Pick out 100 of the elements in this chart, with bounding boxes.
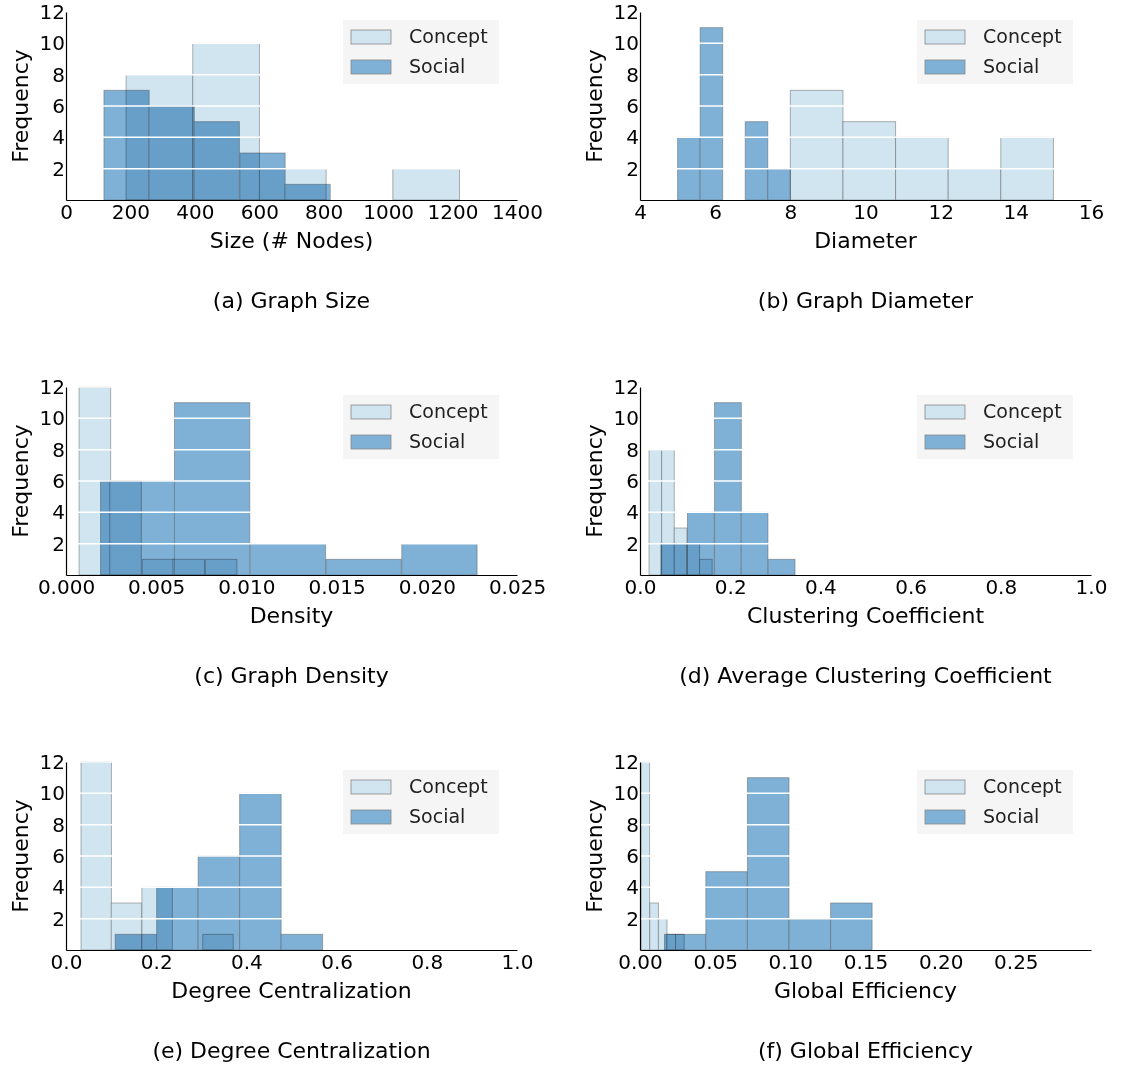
x-tick-label: 0.010: [218, 575, 276, 600]
x-tick-label: 0.0: [50, 950, 83, 975]
x-tick-label: 0.025: [488, 575, 547, 600]
x-tick-label: 0.005: [128, 575, 186, 600]
x-tick-label: 0.8: [411, 950, 444, 975]
y-tick-label: 12: [39, 0, 65, 24]
x-tick-label: 0.6: [321, 950, 354, 975]
y-tick-label: 8: [52, 62, 65, 87]
y-tick-label: 12: [613, 0, 639, 24]
x-tick-label: 12: [928, 200, 954, 225]
x-tick-label: 800: [305, 200, 344, 225]
legend-label: Concept: [409, 25, 488, 47]
x-tick-label: 0.2: [714, 575, 747, 600]
x-tick-label: 600: [240, 200, 279, 225]
x-tick-label: 0: [60, 200, 73, 225]
y-tick-label: 2: [52, 906, 65, 931]
x-tick-label: 0.4: [804, 575, 837, 600]
y-tick-label: 10: [613, 31, 639, 56]
y-tick-label: 10: [39, 31, 65, 56]
x-tick-label: 0.4: [230, 950, 263, 975]
y-tick-label: 2: [626, 156, 639, 181]
y-axis-title: Frequency: [8, 799, 33, 913]
x-axis-title: Degree Centralization: [171, 978, 412, 1003]
y-tick-label: 12: [39, 374, 65, 399]
y-tick-label: 6: [52, 843, 65, 868]
x-tick-label: 0.10: [768, 950, 814, 975]
x-tick-label: 0.05: [693, 950, 738, 975]
x-tick-label: 0.15: [843, 950, 889, 975]
y-tick-label: 6: [626, 468, 639, 493]
y-tick-label: 4: [52, 875, 65, 900]
y-tick-label: 8: [52, 437, 65, 462]
x-tick-label: 0.8: [985, 575, 1018, 600]
x-tick-label: 1400: [492, 200, 543, 225]
x-tick-label: 0.015: [308, 575, 366, 600]
x-axis-title: Size (# Nodes): [209, 228, 374, 253]
x-tick-label: 0.020: [398, 575, 456, 600]
text: (a) Graph Size: [212, 288, 371, 313]
x-tick-label: 10: [853, 200, 879, 225]
y-tick-label: 8: [626, 812, 639, 837]
y-axis-title: Frequency: [582, 799, 607, 913]
x-axis-title: Clustering Coefficient: [746, 603, 985, 628]
legend-label: Concept: [409, 400, 488, 422]
legend-label: Concept: [983, 25, 1062, 47]
y-tick-label: 4: [626, 500, 639, 525]
x-tick-label: 200: [111, 200, 151, 225]
y-tick-label: 10: [39, 781, 65, 806]
x-tick-label: 0.2: [140, 950, 173, 975]
y-tick-label: 2: [626, 531, 639, 556]
y-axis-title: Frequency: [582, 49, 607, 163]
text: (f) Global Efficiency: [757, 1038, 974, 1063]
x-tick-label: 1000: [363, 200, 415, 225]
y-tick-label: 8: [626, 62, 639, 87]
y-tick-label: 4: [52, 500, 65, 525]
x-axis-title: Diameter: [814, 228, 918, 253]
y-tick-label: 4: [52, 125, 65, 150]
y-tick-label: 2: [52, 156, 65, 181]
text: (c) Graph Density: [194, 663, 389, 688]
x-tick-label: 1200: [427, 200, 479, 225]
y-tick-label: 6: [626, 843, 639, 868]
y-tick-label: 12: [613, 374, 639, 399]
x-tick-label: 6: [709, 200, 723, 225]
text: (d) Average Clustering Coefficient: [679, 663, 1053, 688]
x-tick-label: 0.0: [624, 575, 657, 600]
x-tick-label: 1.0: [1075, 575, 1108, 600]
y-tick-label: 6: [52, 93, 65, 118]
y-axis-title: Frequency: [582, 424, 607, 538]
x-tick-label: 14: [1003, 200, 1030, 225]
y-tick-label: 10: [613, 781, 639, 806]
x-tick-label: 0.00: [618, 950, 663, 975]
y-tick-label: 2: [626, 906, 639, 931]
y-tick-label: 10: [613, 406, 639, 431]
x-tick-label: 0.6: [895, 575, 928, 600]
x-tick-label: 0.000: [37, 575, 96, 600]
y-tick-label: 6: [52, 468, 65, 493]
y-axis-title: Frequency: [8, 49, 33, 163]
x-tick-label: 1.0: [501, 950, 534, 975]
legend-label: Social: [409, 55, 466, 77]
legend-label: Concept: [983, 400, 1062, 422]
y-tick-label: 2: [52, 531, 65, 556]
legend-label: Concept: [983, 775, 1062, 797]
y-tick-label: 8: [626, 437, 639, 462]
x-tick-label: 0.20: [918, 950, 964, 975]
legend-label: Social: [983, 430, 1040, 452]
y-tick-label: 12: [613, 749, 639, 774]
legend-label: Social: [409, 805, 466, 827]
x-tick-label: 0.25: [994, 950, 1039, 975]
legend-label: Social: [409, 430, 466, 452]
text: (e) Degree Centralization: [152, 1038, 431, 1063]
y-tick-label: 6: [626, 93, 639, 118]
text: (b) Graph Diameter: [757, 288, 975, 313]
y-tick-label: 8: [52, 812, 65, 837]
y-tick-label: 4: [626, 875, 639, 900]
legend-label: Social: [983, 55, 1040, 77]
x-tick-label: 8: [784, 200, 798, 225]
x-axis-title: Global Efficiency: [773, 978, 958, 1003]
x-axis-title: Density: [249, 603, 334, 628]
legend-label: Social: [983, 805, 1040, 827]
y-tick-label: 4: [626, 125, 639, 150]
x-tick-label: 400: [176, 200, 215, 225]
y-axis-title: Frequency: [8, 424, 33, 538]
